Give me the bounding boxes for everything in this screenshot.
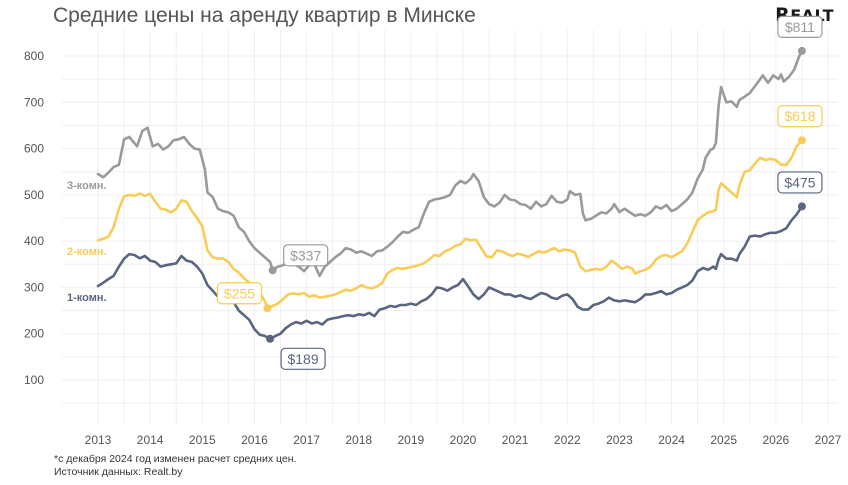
series-name-label: 1-комн. (67, 292, 107, 304)
x-tick-label: 2024 (658, 433, 685, 447)
footnote-source: Источник данных: Realt.by (54, 466, 183, 478)
series-min-point (263, 304, 272, 313)
callout-min-2: $189 (280, 347, 326, 370)
x-tick-label: 2023 (606, 433, 633, 447)
x-tick-label: 2014 (137, 433, 164, 447)
x-axis-ticks: 2013 2014 2015 2016 2017 2018 2019 2020 2021 2022… (85, 433, 842, 447)
x-tick-label: 2016 (241, 433, 268, 447)
x-tick-label: 2027 (815, 433, 842, 447)
y-axis-ticks: 100 200 300 400 500 600 700 800 (24, 49, 44, 387)
series-end-point (797, 136, 806, 145)
series-name-label: 2-комн. (67, 246, 107, 258)
series-min-point (268, 266, 277, 275)
series-labels: 3-комн. 2-комн. 1-комн. (67, 180, 107, 304)
callout-min-0-text: $337 (290, 247, 321, 263)
x-tick-label: 2026 (763, 433, 790, 447)
callouts: $811 $337 $618 $255 $475 $189 (216, 15, 823, 370)
y-tick-label: 400 (24, 234, 44, 248)
y-tick-label: 500 (24, 188, 44, 202)
callout-end-2-text: $475 (784, 174, 815, 190)
callout-end-1-text: $618 (784, 108, 815, 124)
x-tick-label: 2022 (554, 433, 581, 447)
footnote: *с декабря 2024 год изменен расчет средн… (54, 453, 296, 479)
x-tick-label: 2013 (85, 433, 112, 447)
callout-end-1: $618 (777, 105, 823, 128)
callout-min-2-text: $189 (287, 351, 318, 367)
x-tick-label: 2018 (345, 433, 372, 447)
series-line-0 (96, 49, 804, 278)
y-tick-label: 800 (24, 49, 44, 63)
y-tick-label: 100 (24, 373, 44, 387)
series-min-point (266, 334, 275, 343)
callout-end-0-text: $811 (785, 19, 815, 35)
chart-title: Средние цены на аренду квартир в Минске (53, 4, 476, 27)
y-tick-label: 700 (24, 95, 44, 109)
x-tick-label: 2015 (189, 433, 216, 447)
x-tick-label: 2017 (293, 433, 320, 447)
callout-min-1: $255 (216, 282, 263, 305)
series-end-point (797, 46, 806, 55)
x-tick-label: 2020 (450, 433, 477, 447)
callout-end-2: $475 (777, 171, 823, 194)
series-line-1 (96, 138, 804, 310)
callout-min-0: $337 (283, 244, 329, 267)
x-tick-label: 2019 (398, 433, 425, 447)
y-tick-label: 300 (24, 280, 44, 294)
series-name-label: 3-комн. (67, 180, 107, 192)
y-tick-label: 200 (24, 327, 44, 341)
callout-min-1-text: $255 (224, 285, 255, 301)
callout-end-0: $811 (777, 15, 823, 39)
series-end-point (797, 202, 806, 211)
x-tick-label: 2021 (502, 433, 529, 447)
x-tick-label: 2025 (710, 433, 737, 447)
y-tick-label: 600 (24, 142, 44, 156)
footnote-method-note: *с декабря 2024 год изменен расчет средн… (54, 453, 297, 465)
